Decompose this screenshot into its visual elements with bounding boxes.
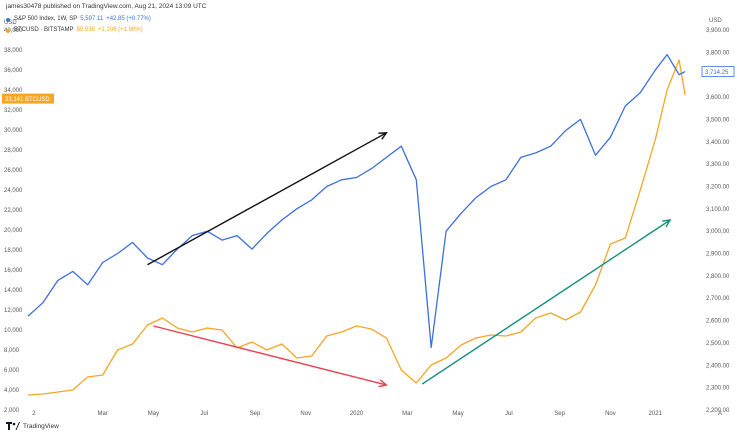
- x-tick-label: Nov: [605, 411, 616, 417]
- y-right-tick-label: 2,200.00: [706, 408, 730, 414]
- spx-value: 5,597.11: [80, 16, 104, 22]
- x-tick-label: May: [452, 411, 463, 417]
- tradingview-logo-icon: [6, 422, 20, 430]
- btc-change: +1,108 (+1.90%): [97, 27, 143, 33]
- y-right-tick-label: 2,900.00: [706, 252, 730, 258]
- y-left-tick-label: 26,000: [4, 168, 23, 174]
- x-tick-label: 2: [32, 411, 36, 417]
- red-trend-arrow-head: [378, 379, 388, 388]
- y-left-tick-label: 40,000: [4, 28, 23, 34]
- x-tick-label: 2020: [350, 411, 364, 417]
- legend-row-btc[interactable]: BTCUSD · BITSTAMP 59,538 +1,108 (+1.90%): [6, 25, 151, 36]
- spx-last-tag: 3,714.25: [705, 70, 729, 76]
- y-left-tick-label: 18,000: [4, 248, 23, 254]
- spx-last-tag-box: [701, 66, 735, 77]
- y-left-tick-label: 32,000: [4, 108, 23, 114]
- y-right-tick-label: 3,800.00: [706, 50, 730, 56]
- y-right-tick-label: 2,600.00: [706, 319, 730, 325]
- btc-last-tag-box: [2, 93, 54, 104]
- y-right-tick-label: 3,100.00: [706, 207, 730, 213]
- spx-series-line: [27, 53, 686, 349]
- btc-series-line: [27, 59, 686, 396]
- y-left-tick-label: 16,000: [4, 268, 23, 274]
- x-tick-label: Nov: [300, 411, 311, 417]
- btc-value: 59,538: [76, 27, 95, 33]
- x-tick-label: Jul: [505, 411, 513, 417]
- legend-row-spx[interactable]: S&P 500 Index, 1W, SP 5,597.11 +42.85 (+…: [6, 14, 151, 25]
- y-left-tick-label: 6,000: [4, 368, 20, 374]
- y-left-tick-label: 10,000: [4, 328, 23, 334]
- y-right-tick-label: 2,400.00: [706, 363, 730, 369]
- x-tick-label: May: [148, 411, 159, 417]
- y-left-tick-label: 24,000: [4, 188, 23, 194]
- y-left-tick-label: 8,000: [4, 348, 20, 354]
- y-right-tick-label: 2,800.00: [706, 274, 730, 280]
- x-tick-label: Mar: [402, 411, 412, 417]
- btc-last-tag: 33,141 BTCUSD: [5, 97, 50, 103]
- y-left-tick-label: 28,000: [4, 148, 23, 154]
- y-left-tick-label: 20,000: [4, 228, 23, 234]
- x-tick-label: 2021: [649, 411, 663, 417]
- y-left-tick-label: 4,000: [4, 388, 20, 394]
- tradingview-brand: TradingView: [23, 422, 59, 430]
- y-left-tick-label: 38,000: [4, 48, 23, 54]
- y-left-tick-label: 34,000: [4, 88, 23, 94]
- y-right-tick-label: 3,600.00: [706, 95, 730, 101]
- y-left-tick-label: 2,000: [4, 408, 20, 414]
- x-tick-label: Sep: [554, 411, 565, 417]
- x-tick-label: Jul: [200, 411, 208, 417]
- y-right-tick-label: 2,500.00: [706, 341, 730, 347]
- auto-scale-button[interactable]: A: [718, 411, 722, 417]
- black-trend-arrow: [147, 132, 387, 266]
- y-left-tick-label: 30,000: [4, 128, 23, 134]
- y-left-axis-title: USD: [4, 20, 17, 26]
- y-right-tick-label: 3,400.00: [706, 140, 730, 146]
- x-tick-label: Sep: [250, 411, 261, 417]
- x-tick-label: Mar: [97, 411, 107, 417]
- btc-name: BTCUSD · BITSTAMP: [14, 27, 74, 33]
- y-right-tick-label: 3,900.00: [706, 28, 730, 34]
- chart-legend: S&P 500 Index, 1W, SP 5,597.11 +42.85 (+…: [6, 14, 151, 36]
- teal-trend-arrow-head: [662, 219, 672, 228]
- y-right-tick-label: 3,500.00: [706, 117, 730, 123]
- spx-name: S&P 500 Index, 1W, SP: [14, 16, 78, 22]
- spx-dot-icon: [6, 17, 10, 22]
- red-trend-arrow: [153, 325, 387, 386]
- publish-info: james30478 published on TradingView.com,…: [6, 3, 207, 10]
- y-right-tick-label: 3,200.00: [706, 184, 730, 190]
- y-left-tick-label: 36,000: [4, 68, 23, 74]
- y-right-tick-label: 2,300.00: [706, 386, 730, 392]
- y-left-tick-label: 14,000: [4, 288, 23, 294]
- y-right-tick-label: 2,700.00: [706, 296, 730, 302]
- y-left-tick-label: 12,000: [4, 308, 23, 314]
- y-left-tick-label: 22,000: [4, 208, 23, 214]
- black-trend-arrow-head: [378, 132, 388, 140]
- y-right-tick-label: 3,000.00: [706, 229, 730, 235]
- teal-trend-arrow: [421, 219, 671, 385]
- y-right-tick-label: 3,300.00: [706, 162, 730, 168]
- spx-change: +42.85 (+0.77%): [106, 16, 151, 22]
- btc-dot-icon: [6, 28, 10, 33]
- footer: TradingView: [6, 422, 59, 430]
- y-right-axis-title: USD: [709, 18, 722, 24]
